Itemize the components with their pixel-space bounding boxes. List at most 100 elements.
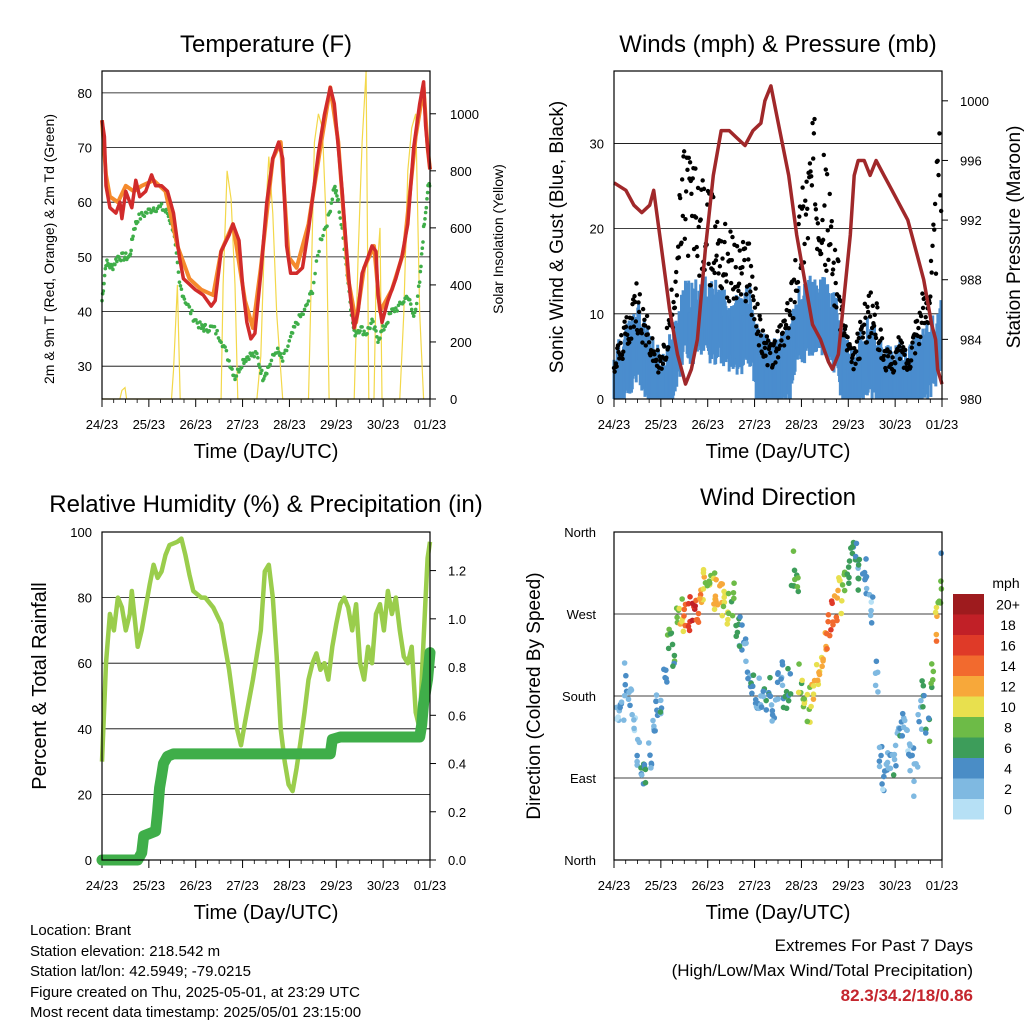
wind-gust-point: [865, 304, 870, 309]
wind-gust-point: [625, 332, 630, 337]
wind-gust-point: [729, 257, 735, 263]
wind-gust-point: [640, 340, 645, 345]
wind-direction-point: [819, 663, 825, 670]
wind-gust-point: [810, 120, 815, 126]
dewpoint-point: [382, 327, 386, 332]
legend-label: 6: [1004, 740, 1012, 756]
y-axis-label-right: Solar Insolation (Yellow): [490, 164, 506, 314]
wind-gust-point: [757, 313, 762, 318]
wind-gust-point: [836, 258, 841, 264]
wind-direction-point: [890, 772, 897, 778]
wind-gust-point: [795, 279, 801, 285]
wind-gust-point: [674, 293, 680, 298]
wind-direction-point: [676, 605, 683, 612]
dewpoint-point: [378, 336, 382, 341]
dewpoint-point: [423, 210, 428, 215]
dewpoint-point: [396, 303, 401, 308]
x-tick-label: 28/23: [273, 878, 306, 893]
wind-gust-point: [752, 305, 758, 310]
wind-gust-point: [664, 355, 669, 360]
wind-direction-point: [745, 675, 751, 682]
dewpoint-point: [255, 351, 259, 356]
x-tick-label: 26/23: [179, 417, 212, 432]
wind-gust-point: [695, 253, 700, 259]
wind-gust-point: [883, 368, 889, 373]
wind-gust-point: [791, 277, 797, 282]
dewpoint-point: [159, 202, 164, 206]
wind-gust-point: [775, 355, 781, 360]
legend-swatch: [953, 614, 984, 635]
wind-gust-point: [854, 339, 860, 344]
wind-direction-point: [769, 718, 775, 724]
wind-gust-point: [710, 267, 715, 272]
wind-gust-point: [868, 290, 873, 295]
wind-gust-point: [820, 237, 826, 243]
wind-gust-point: [909, 345, 915, 350]
wind-gust-point: [746, 257, 751, 262]
wind-gust-point: [722, 221, 728, 227]
x-tick-label: 25/23: [645, 417, 678, 432]
wind-direction-point: [892, 742, 899, 749]
wind-gust-point: [758, 333, 764, 338]
wind-direction-point: [830, 621, 836, 628]
plot-frame: [101, 531, 431, 861]
dewpoint-point: [264, 371, 269, 376]
wind-direction-point: [794, 584, 801, 590]
wind-gust-point: [734, 295, 739, 301]
y-axis-label-left: 2m & 9m T (Red, Orange) & 2m Td (Green): [41, 114, 57, 384]
wind-gust-point: [881, 357, 886, 363]
wind-direction-point: [779, 682, 786, 689]
legend-swatch: [953, 696, 984, 717]
wind-gust-point: [746, 241, 752, 246]
wind-gust-point: [698, 217, 703, 222]
wind-gust-point: [908, 358, 914, 363]
wind-gust-point: [879, 336, 885, 341]
dewpoint-point: [335, 194, 339, 198]
wind-direction-point: [785, 697, 792, 704]
wind-gust-point: [637, 292, 643, 297]
dewpoint-point: [415, 294, 420, 298]
wind-gust-point: [779, 338, 784, 343]
dewpoint-point: [111, 267, 115, 272]
wind-direction-point: [687, 594, 693, 600]
wind-direction-point: [657, 709, 664, 715]
wind-direction-point: [711, 606, 718, 613]
dewpoint-point: [257, 362, 261, 367]
wind-direction-point: [666, 626, 672, 633]
dewpoint-point: [425, 197, 429, 201]
humidity-line: [99, 536, 433, 794]
wind-gust-point: [860, 335, 866, 340]
wind-direction-point: [828, 598, 835, 604]
wind-gust-point: [694, 244, 699, 250]
dewpoint-point: [302, 307, 307, 312]
wind-direction-point: [661, 666, 667, 673]
x-tick-label: 24/23: [86, 417, 119, 432]
wind-direction-point: [669, 641, 676, 648]
wind-gust-point: [660, 361, 666, 367]
dewpoint-point: [212, 324, 217, 329]
wind-direction-point: [911, 778, 917, 785]
dewpoint-point: [301, 312, 305, 317]
wind-gust-point: [906, 361, 911, 366]
wind-direction-point: [657, 697, 664, 704]
wind-direction-point: [679, 619, 685, 625]
wind-gust-point: [719, 239, 724, 244]
wind-direction-point: [884, 759, 891, 766]
wind-direction-point: [916, 718, 922, 725]
y-tick-label: 40: [78, 722, 92, 737]
wind-direction-point: [768, 702, 775, 708]
wind-gust-point: [726, 298, 732, 304]
wind-direction-point: [825, 618, 831, 625]
wind-direction-point: [881, 773, 887, 780]
wind-direction-point: [671, 652, 678, 659]
wind-direction-point: [876, 763, 883, 770]
wind-gust-point: [918, 313, 924, 319]
dewpoint-point: [337, 210, 342, 214]
y-right-tick-label: 200: [450, 335, 472, 350]
wind-direction-point: [875, 689, 881, 695]
legend-swatch: [953, 799, 984, 820]
wind-direction-point: [814, 677, 821, 684]
wind-gust-point: [851, 366, 856, 372]
dewpoint-point: [260, 368, 264, 373]
wind-gust-point: [642, 323, 648, 328]
